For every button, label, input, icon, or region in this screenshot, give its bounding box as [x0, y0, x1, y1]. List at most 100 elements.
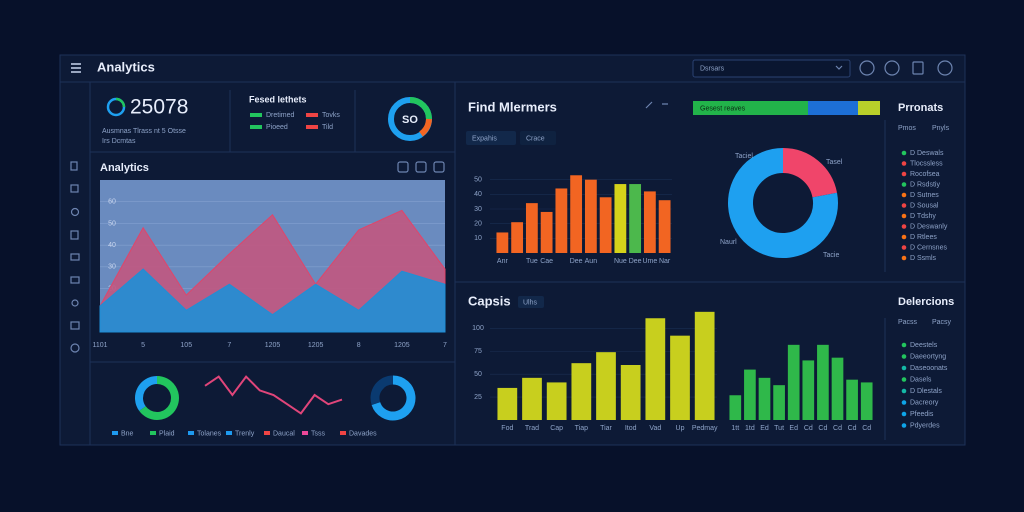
donut-annotation: Naurl [720, 239, 737, 246]
nav-icon[interactable] [70, 207, 80, 217]
bar [614, 184, 627, 253]
list-label: Deestels [910, 342, 938, 349]
list-bullet [901, 423, 907, 428]
x-tick-label: Tue [526, 258, 538, 265]
area [99, 209, 446, 333]
list-label: D Tdshy [910, 213, 936, 220]
list-header: Pacss [898, 319, 918, 326]
x-tick-label: Trad [525, 425, 539, 432]
nav-icon[interactable] [70, 343, 80, 353]
x-tick-label: 7 [443, 342, 447, 349]
legend-label: Tovks [322, 112, 340, 119]
tab[interactable] [466, 131, 516, 145]
donut-slice [371, 375, 416, 421]
list-label: D Deswanly [910, 223, 948, 230]
x-tick-label: Ed [789, 425, 798, 432]
legend-swatch [340, 431, 346, 435]
chart-title: Capsis [468, 293, 511, 308]
y-tick-label: 50 [474, 371, 482, 378]
legend-label: Tild [322, 124, 333, 131]
nav-icon[interactable] [70, 321, 80, 330]
list-bullet [901, 377, 907, 382]
x-tick-label: 5 [141, 342, 145, 349]
donut-annotation: Taciel [735, 153, 753, 160]
x-tick-label: 8 [357, 342, 361, 349]
y-tick-label: 100 [472, 325, 484, 332]
kpi-caption: Irs Dcmtas [102, 138, 136, 145]
tab[interactable] [520, 131, 556, 145]
bar [729, 395, 742, 420]
y-tick-label: 50 [474, 177, 482, 184]
bar [645, 318, 666, 420]
list-bullet [901, 400, 907, 405]
nav-icon[interactable] [70, 184, 79, 193]
y-tick-label: 40 [474, 191, 482, 198]
list-label: Pfeedis [910, 411, 934, 418]
legend-swatch [226, 431, 232, 435]
kpi-icon [115, 97, 126, 108]
bar [620, 365, 641, 420]
bar [846, 379, 858, 420]
list-label: Daseoonats [910, 365, 948, 372]
tab[interactable] [518, 296, 544, 308]
x-tick-label: 1tt [731, 425, 739, 432]
list-label: Daeeortyng [910, 353, 946, 360]
list-bullet [901, 203, 907, 208]
nav-icon[interactable] [70, 276, 80, 284]
nav-icon[interactable] [71, 299, 79, 307]
legend-label: Trenly [235, 430, 255, 437]
x-tick-label: Cd [833, 425, 842, 432]
header-icon[interactable] [937, 60, 953, 76]
list-bullet [901, 224, 907, 229]
legend-swatch [150, 431, 156, 435]
x-tick-label: Pedmay [692, 425, 718, 432]
x-tick-label: Cae [540, 258, 553, 265]
legend-label: Tsss [311, 430, 326, 437]
list-label: D Rtlees [910, 234, 937, 241]
x-tick-label: 105 [180, 342, 192, 349]
bar [773, 385, 785, 420]
nav-icon[interactable] [70, 230, 79, 240]
donut-annotation: Tacie [823, 252, 839, 259]
header-icon[interactable] [912, 61, 924, 75]
tool-icon[interactable] [397, 161, 409, 173]
chart-title: Analytics [100, 162, 149, 174]
bar [596, 352, 616, 420]
x-tick-label: Anr [497, 258, 509, 265]
menu-button[interactable] [71, 63, 81, 73]
progress-segment [858, 101, 880, 115]
x-tick-label: Cd [862, 425, 871, 432]
x-tick-label: Fod [501, 425, 513, 432]
bar [525, 203, 538, 253]
bar [860, 382, 873, 420]
x-tick-label: 1101 [92, 342, 107, 349]
tool-icon[interactable] [433, 161, 445, 173]
nav-icon[interactable] [70, 253, 80, 261]
list-label: D Cernsnes [910, 244, 947, 251]
y-tick-label: 25 [474, 394, 482, 401]
list-bullet [901, 192, 907, 198]
header-icon[interactable] [859, 60, 875, 76]
kpi-value: 25078 [130, 96, 188, 119]
panel-icon[interactable] [645, 101, 668, 109]
list-bullet [901, 161, 907, 166]
donut-slice [135, 376, 158, 411]
list-label: Rocofsea [910, 171, 940, 178]
list-label: Pdyerdes [910, 422, 940, 429]
legend-label: Daucal [273, 430, 295, 437]
tool-icon[interactable] [415, 161, 427, 173]
bar [831, 357, 844, 420]
list-label: D Deswals [910, 150, 944, 157]
header-icon[interactable] [884, 60, 900, 76]
legend-swatch [306, 113, 318, 117]
list-bullet [901, 182, 907, 187]
bar [629, 184, 642, 253]
search-box[interactable] [692, 59, 851, 78]
nav-icon[interactable] [70, 161, 78, 171]
legend-label: Pioeed [266, 124, 288, 131]
bar [540, 211, 553, 253]
bar [758, 377, 771, 420]
x-tick-label: 7 [227, 342, 231, 349]
list-header: Pnyls [932, 125, 950, 132]
x-tick-label: Itod [625, 425, 637, 432]
